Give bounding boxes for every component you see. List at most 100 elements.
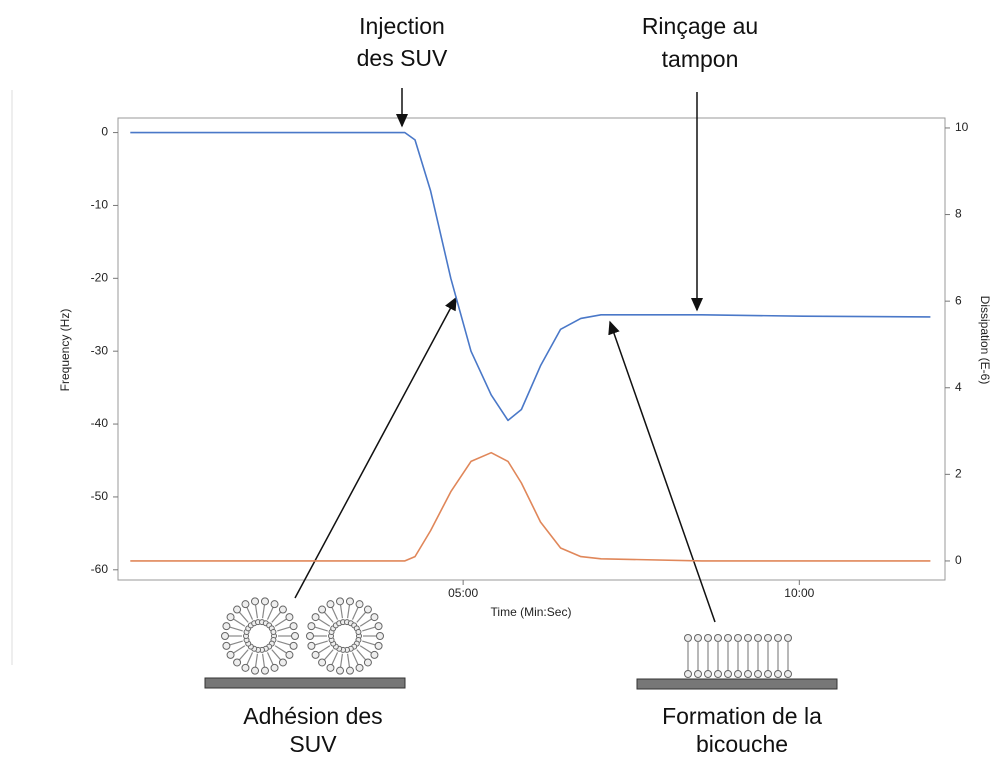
annotation: tampon (662, 46, 739, 72)
lipid-head (774, 634, 782, 642)
lipid-head (318, 605, 327, 614)
lipid-head (336, 597, 345, 606)
lipid-head (363, 658, 372, 667)
y-tick-label: -20 (91, 270, 109, 284)
lipid-tail (339, 653, 344, 668)
lipid-head (684, 670, 692, 678)
lipid-tail (254, 604, 259, 619)
lipid-tail (246, 606, 254, 620)
y2-tick-label: 4 (955, 380, 962, 394)
y-axis-title: Frequency (Hz) (58, 309, 72, 392)
lipid-head (270, 663, 279, 672)
lipid-head (270, 629, 277, 636)
annotation: Adhésion des (243, 703, 382, 729)
lipid-head (241, 663, 250, 672)
lipid-head (370, 613, 379, 622)
lipid-head (704, 670, 712, 678)
lipid-head (784, 670, 792, 678)
lipid-tail (271, 649, 282, 661)
annotation: bicouche (696, 731, 788, 757)
lipid-head (724, 670, 732, 678)
lipid-tail (317, 618, 331, 627)
annotation: SUV (289, 731, 337, 757)
lipid-tail (277, 626, 291, 632)
y2-tick-label: 6 (955, 293, 962, 307)
arrow (608, 320, 716, 623)
annotation: Injection (359, 13, 445, 39)
lipid-head (307, 622, 316, 631)
lipid-head (278, 605, 287, 614)
lipid-head (291, 632, 299, 640)
lipid-head (694, 634, 702, 642)
lipid-head (318, 658, 327, 667)
lipid-head (222, 622, 231, 631)
lipid-head (704, 634, 712, 642)
lipid-head (311, 650, 320, 659)
lipid-head (326, 663, 335, 672)
y-tick-label: -30 (91, 343, 109, 357)
lipid-tail (356, 611, 367, 623)
lipid-head (734, 670, 742, 678)
lipid-tail (229, 640, 243, 646)
lipid-head (784, 634, 792, 642)
lipid-head (724, 634, 732, 642)
lipid-tail (356, 649, 367, 661)
lipid-head (233, 605, 242, 614)
lipid-tail (271, 611, 282, 623)
x-axis-title: Time (Min:Sec) (491, 605, 572, 619)
lipid-head (307, 641, 316, 650)
lipid-head (285, 613, 294, 622)
lipid-tail (362, 640, 376, 646)
lipid-head (376, 632, 384, 640)
y2-tick-label: 8 (955, 207, 962, 221)
substrate (636, 678, 838, 690)
lipid-tail (229, 626, 243, 632)
lipid-tail (238, 611, 249, 623)
series-line (130, 451, 931, 562)
lipid-head (764, 670, 772, 678)
annotation: Rinçage au (642, 13, 758, 39)
x-tick-label: 05:00 (448, 586, 478, 600)
plot-frame (117, 117, 946, 581)
lipid-tail (274, 645, 288, 654)
lipid-head (226, 650, 235, 659)
lipid-head (714, 634, 722, 642)
lipid-tail (331, 606, 339, 620)
lipid-tail (238, 649, 249, 661)
lipid-head (374, 622, 383, 631)
lipid-head (233, 658, 242, 667)
lipid-head (754, 634, 762, 642)
lipid-tail (346, 653, 351, 668)
lipid-head (260, 597, 269, 606)
lipid-tail (317, 645, 331, 654)
lipid-tail (277, 640, 291, 646)
lipid-head (694, 670, 702, 678)
lipid-head (744, 670, 752, 678)
y-tick-label: -10 (91, 198, 109, 212)
lipid-head (222, 641, 231, 650)
lipid-head (363, 605, 372, 614)
lipid-head (345, 666, 354, 675)
lipid-tail (351, 652, 359, 666)
x-tick-label: 10:00 (784, 586, 814, 600)
lipid-head (374, 641, 383, 650)
y2-tick-label: 0 (955, 553, 962, 567)
annotation: des SUV (357, 45, 448, 71)
substrate (204, 677, 406, 689)
lipid-head (289, 622, 298, 631)
lipid-head (744, 634, 752, 642)
lipid-head (764, 634, 772, 642)
lipid-head (278, 658, 287, 667)
y-tick-label: -40 (91, 416, 109, 430)
lipid-head (684, 634, 692, 642)
lipid-head (260, 666, 269, 675)
lipid-tail (346, 604, 351, 619)
lipid-head (355, 663, 364, 672)
lipid-head (355, 629, 362, 636)
lipid-head (289, 641, 298, 650)
lipid-tail (314, 640, 328, 646)
lipid-tail (266, 652, 274, 666)
series-line (130, 131, 931, 422)
lipid-head (226, 613, 235, 622)
